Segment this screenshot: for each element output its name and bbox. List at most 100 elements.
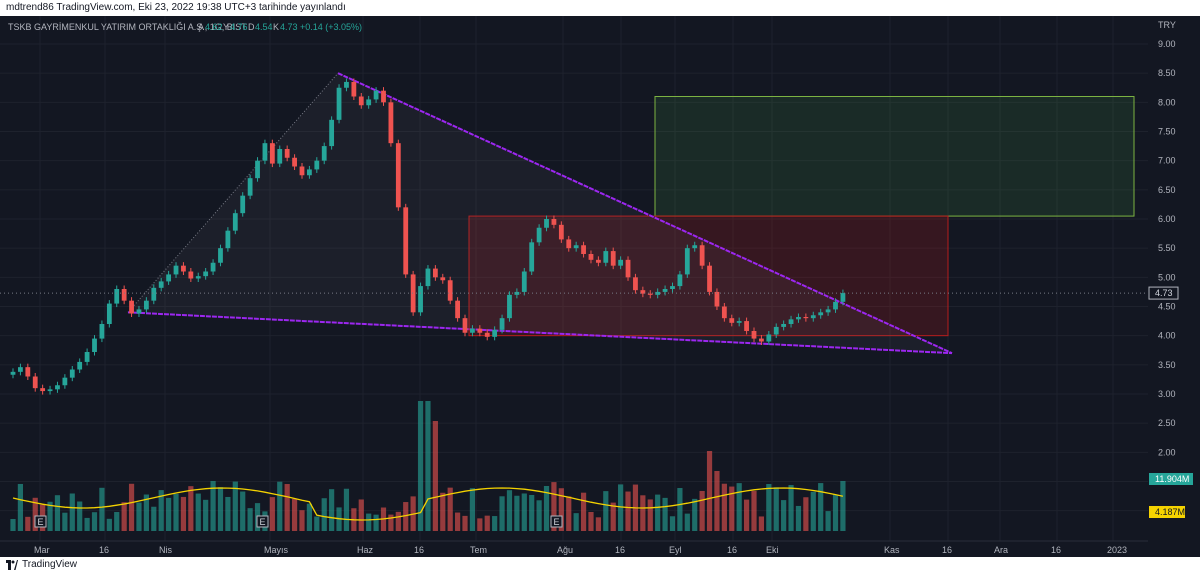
candle	[455, 297, 460, 322]
candle	[240, 192, 246, 217]
candle-body	[781, 323, 787, 327]
volume-bar	[469, 488, 476, 531]
candle-body	[247, 178, 253, 196]
candle-body	[692, 245, 698, 249]
volume-bar	[499, 496, 505, 531]
price-axis-label: 7.50	[1158, 126, 1176, 136]
candle-body	[314, 160, 320, 170]
candle-body	[633, 277, 638, 291]
volume-bar	[758, 516, 765, 531]
candle-body	[581, 245, 586, 254]
candle-body	[455, 300, 460, 319]
candle	[158, 277, 164, 292]
time-axis-label: Ara	[994, 545, 1008, 555]
candle-body	[662, 288, 668, 292]
volume-bar	[580, 492, 587, 531]
candle-body	[351, 81, 357, 97]
volume-bar	[684, 513, 690, 531]
target-zone	[654, 95, 1135, 217]
candle	[521, 267, 527, 296]
candle	[25, 363, 31, 380]
legend-key: Y	[223, 22, 229, 32]
earnings-marker-label: E	[260, 517, 266, 527]
candle	[195, 272, 201, 282]
candle	[721, 302, 727, 322]
candle-body	[833, 301, 838, 310]
earnings-marker	[550, 515, 563, 528]
candle	[499, 314, 505, 334]
volume-bar	[662, 497, 668, 531]
candle	[670, 282, 675, 293]
volume-bar	[299, 510, 305, 531]
volume-bar	[669, 516, 676, 531]
volume-bar	[395, 511, 401, 531]
volume-bar	[492, 516, 498, 531]
candle	[299, 162, 305, 179]
candle-body	[484, 332, 490, 337]
volume-bar	[225, 496, 231, 531]
candle-body	[447, 280, 453, 301]
candle	[173, 262, 179, 278]
price-axis-label: 6.00	[1158, 214, 1176, 224]
candle-body	[751, 330, 757, 339]
candle	[129, 297, 134, 317]
candle	[655, 288, 661, 299]
candle-body	[677, 274, 683, 287]
volume-bar	[788, 485, 794, 531]
volume-bar	[440, 492, 446, 531]
volume-bar	[647, 499, 653, 531]
candle-body	[84, 351, 90, 362]
volume-ma-line	[12, 487, 844, 521]
candle	[344, 78, 349, 92]
legend-change: +0.14 (+3.05%)	[300, 22, 362, 32]
published-header: mdtrend86 TradingView.com, Eki 23, 2022 …	[0, 0, 1200, 16]
candle	[558, 221, 564, 243]
candle	[247, 174, 253, 200]
candle	[640, 286, 646, 298]
volume-bar	[277, 481, 283, 531]
price-chart[interactable]: 9.00 8.50 8.00 7.50 7.00 6.50 6.00 5.50 5.00 4.50…	[0, 16, 1200, 557]
candle	[32, 372, 38, 392]
volume-bar	[736, 483, 742, 531]
candle-body	[395, 143, 401, 208]
volume-bar	[803, 497, 809, 531]
candle	[566, 235, 572, 252]
candle-body	[195, 276, 201, 279]
volume-bar	[588, 512, 594, 531]
price-axis-label: 3.50	[1158, 360, 1176, 370]
candle-body	[307, 169, 312, 176]
candle-body	[714, 291, 720, 307]
volume-bar	[543, 486, 550, 531]
candle	[366, 95, 372, 109]
candle-body	[203, 271, 209, 277]
candle	[181, 262, 186, 275]
candle-body	[625, 259, 631, 278]
candle	[425, 265, 431, 290]
candle	[818, 308, 824, 319]
footer-bar: TradingView	[0, 557, 1200, 573]
candle-body	[655, 291, 661, 295]
volume-value: 11.904M	[1155, 474, 1189, 484]
candle-body	[729, 318, 735, 323]
candle-body	[640, 290, 646, 294]
volume-bar	[417, 401, 424, 531]
candle	[736, 317, 742, 327]
time-axis-label: 2023	[1107, 545, 1127, 555]
volume-bar	[166, 497, 172, 531]
time-axis-label: Tem	[470, 545, 487, 555]
candle	[106, 300, 112, 328]
volume-bar	[84, 517, 90, 531]
candle-body	[588, 253, 594, 260]
candle	[381, 87, 386, 106]
time-axis-label: Kas	[884, 545, 900, 555]
candle	[47, 385, 53, 395]
candle-body	[707, 265, 712, 292]
candle	[781, 320, 787, 331]
volume-bar	[677, 488, 683, 531]
price-axis-label: 2.50	[1158, 418, 1176, 428]
candle-body	[284, 148, 290, 158]
candle-body	[151, 287, 157, 301]
candle	[143, 297, 149, 313]
candle	[633, 273, 638, 294]
candle-body	[470, 328, 475, 333]
